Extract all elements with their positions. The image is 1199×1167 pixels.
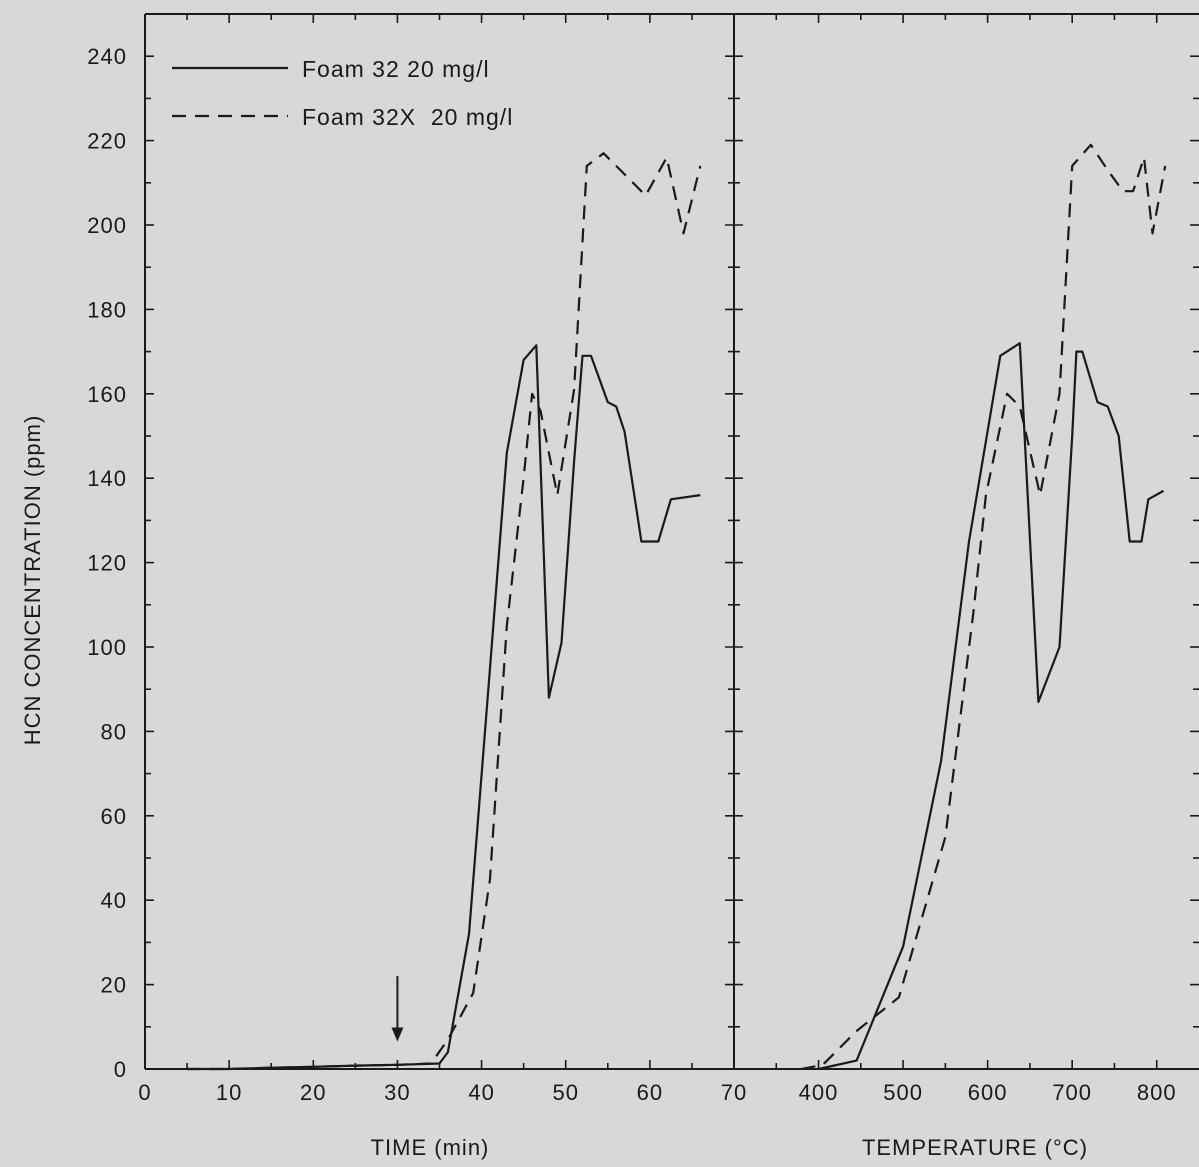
x-tick-label-time: 60 <box>637 1080 663 1105</box>
x-tick-label-time: 10 <box>216 1080 242 1105</box>
y-tick-label: 80 <box>101 719 127 744</box>
y-tick-label: 100 <box>87 635 127 660</box>
x-axis-title-time: TIME (min) <box>371 1135 490 1160</box>
legend: Foam 32 20 mg/l Foam 32X 20 mg/l <box>172 56 513 130</box>
y-tick-label: 120 <box>87 551 127 576</box>
series-line-foam-32-time <box>187 344 701 1071</box>
y-tick-label: 60 <box>101 804 127 829</box>
y-tick-label: 140 <box>87 466 127 491</box>
y-tick-label: 200 <box>87 213 127 238</box>
x-tick-label-temperature: 500 <box>883 1080 923 1105</box>
legend-label: Foam 32 20 mg/l <box>302 56 490 82</box>
x-tick-label-temperature: 700 <box>1052 1080 1092 1105</box>
panel-time: 0 10 20 30 40 50 60 70 <box>138 14 747 1105</box>
y-tick-label: 180 <box>87 297 127 322</box>
plot-frame <box>144 13 1199 1070</box>
y-tick-label: 220 <box>87 129 127 154</box>
series-line-foam-32x-temperature <box>801 143 1167 1071</box>
x-tick-label-time: 50 <box>552 1080 578 1105</box>
y-tick-label: 40 <box>101 888 127 913</box>
x-tick-label-temperature: 400 <box>799 1080 839 1105</box>
y-tick-label: 0 <box>114 1057 127 1082</box>
annotation-arrow-head <box>391 1027 404 1042</box>
x-tick-label-time: 30 <box>384 1080 410 1105</box>
y-tick-label: 20 <box>101 973 127 998</box>
series-line-foam-32x-time <box>187 152 702 1071</box>
x-tick-label-time: 20 <box>300 1080 326 1105</box>
x-tick-label-time: 70 <box>721 1080 747 1105</box>
x-axis-title-temperature: TEMPERATURE (°C) <box>862 1135 1088 1160</box>
y-axis-title: HCN CONCENTRATION (ppm) <box>20 415 45 746</box>
y-tick-label: 240 <box>87 44 127 69</box>
y-tick-label: 160 <box>87 382 127 407</box>
legend-label: Foam 32X 20 mg/l <box>302 104 513 130</box>
x-tick-label-temperature: 800 <box>1137 1080 1177 1105</box>
series-line-foam-32-temperature <box>818 342 1165 1071</box>
x-tick-label-time: 40 <box>468 1080 494 1105</box>
x-tick-label-time: 0 <box>138 1080 151 1105</box>
panel-temperature: 400 500 600 700 800 <box>775 14 1177 1105</box>
x-tick-label-temperature: 600 <box>968 1080 1008 1105</box>
y-axis: 0 20 40 60 80 100 120 140 160 180 200 220 240 <box>87 44 1199 1082</box>
